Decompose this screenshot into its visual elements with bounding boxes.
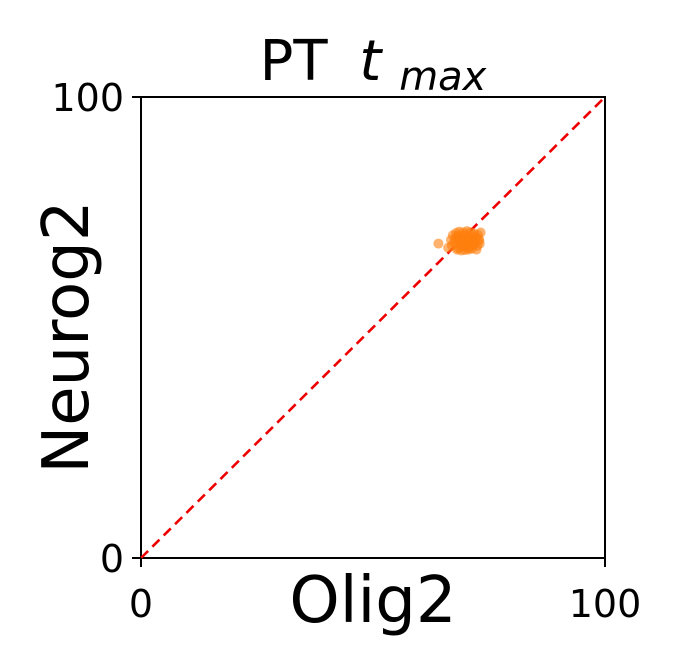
chart-title-text: PT <box>260 29 329 94</box>
scatter-point-0-46 <box>462 242 473 253</box>
chart-title-math: t <box>359 29 383 94</box>
chart-title-math-sub: max <box>399 54 486 100</box>
x-axis-label: Olig2 <box>289 564 456 638</box>
scatter-point-0-0 <box>433 238 444 249</box>
reference-diagonal-line <box>140 96 606 559</box>
x-tick-label-0: 0 <box>129 582 153 626</box>
y-tick-label-0: 0 <box>100 537 124 581</box>
scatter-point-0-49 <box>474 235 485 246</box>
scatter-point-0-34 <box>475 227 486 238</box>
y-axis-label: Neurog2 <box>30 200 104 473</box>
scatter-points <box>433 226 486 256</box>
scatter-point-0-48 <box>452 230 463 241</box>
x-tick-label-100: 100 <box>569 582 642 626</box>
chart-title: PT t max <box>260 29 487 100</box>
y-tick-label-100: 100 <box>51 76 124 120</box>
